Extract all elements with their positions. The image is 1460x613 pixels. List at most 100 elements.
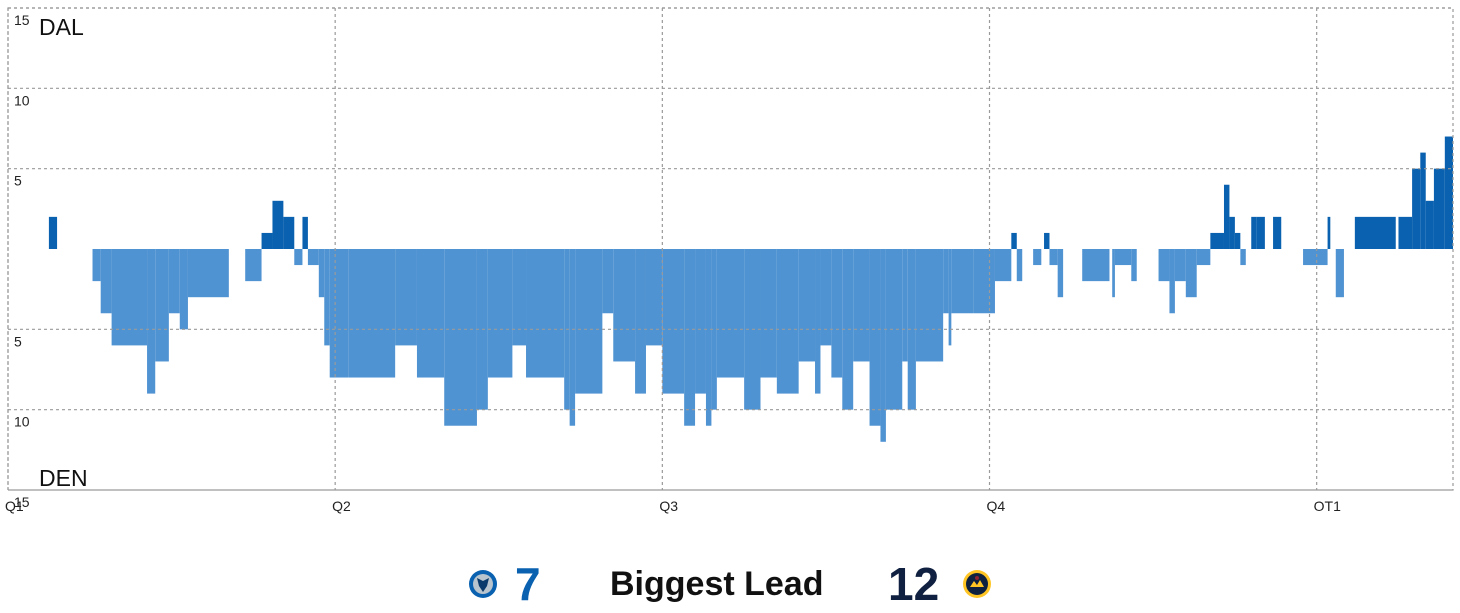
lead-bar-60: [1011, 232, 1017, 249]
lead-bar-83: [1303, 249, 1328, 266]
lead-bar-89: [1420, 152, 1426, 249]
lead-bar-17: [324, 249, 330, 346]
lead-bar-59: [994, 249, 1012, 282]
y-tick-label-3: 5: [14, 333, 22, 349]
lead-bar-19: [348, 249, 396, 378]
lead-bar-30: [602, 249, 614, 314]
lead-bar-0: [48, 216, 58, 249]
lead-bar-18: [329, 249, 349, 378]
lead-bar-74: [1196, 249, 1211, 266]
lead-bar-80: [1251, 216, 1257, 249]
lead-bar-68: [1114, 249, 1132, 266]
lead-bar-24: [487, 249, 513, 378]
lead-bar-82: [1273, 216, 1282, 249]
lead-bar-38: [711, 249, 717, 410]
lead-bar-41: [760, 249, 777, 378]
dal-biggest-lead-value: 7: [515, 558, 541, 610]
biggest-lead-footer: 7 Biggest Lead 12: [0, 556, 1460, 612]
lead-bar-2: [100, 249, 112, 314]
lead-bar-55: [943, 249, 949, 314]
lead-bar-58: [973, 249, 995, 314]
lead-bar-21: [416, 249, 445, 378]
lead-bar-66: [1082, 249, 1110, 282]
lead-bar-67: [1112, 249, 1115, 298]
lead-bar-76: [1223, 184, 1230, 249]
lead-bar-42: [776, 249, 799, 394]
lead-bar-52: [902, 249, 908, 362]
lead-bar-34: [662, 249, 685, 394]
lead-bar-8: [187, 249, 229, 298]
lead-bar-37: [705, 249, 712, 426]
gridlines: [7, 7, 1454, 491]
lead-bar-57: [951, 249, 974, 314]
lead-bar-16: [318, 249, 325, 298]
lead-bar-1: [92, 249, 101, 282]
lead-bar-28: [569, 249, 576, 426]
lead-bar-54: [915, 249, 944, 362]
lead-bar-29: [575, 249, 603, 394]
lead-bar-88: [1412, 168, 1421, 249]
lead-bar-49: [869, 249, 881, 426]
y-tick-label-5: 15: [14, 494, 30, 510]
lead-bars: [48, 136, 1453, 442]
den-biggest-lead-value: 12: [888, 558, 940, 610]
x-tick-label-2: Q3: [659, 498, 678, 514]
lead-bar-22: [444, 249, 477, 426]
lead-bar-84: [1327, 216, 1331, 249]
lead-bar-81: [1256, 216, 1265, 249]
lead-bar-86: [1354, 216, 1396, 249]
lead-tracker-chart: 15 10 5 5 10 15 Q1 Q2 Q3 Q4 OT1 DAL DEN: [5, 7, 1454, 514]
bottom-team-label: DEN: [39, 465, 88, 491]
lead-bar-33: [645, 249, 663, 346]
mavericks-logo-icon: [469, 570, 497, 598]
lead-bar-53: [907, 249, 916, 410]
lead-bar-46: [831, 249, 843, 378]
lead-bar-43: [798, 249, 816, 362]
lead-bar-69: [1131, 249, 1137, 282]
lead-bar-51: [885, 249, 903, 410]
lead-bar-9: [245, 249, 262, 282]
lead-bar-72: [1174, 249, 1186, 282]
lead-bar-5: [155, 249, 169, 362]
lead-bar-79: [1240, 249, 1246, 266]
lead-bar-7: [179, 249, 188, 330]
lead-bar-15: [307, 249, 319, 266]
lead-bar-47: [842, 249, 854, 410]
x-tick-label-4: OT1: [1314, 498, 1341, 514]
lead-bar-65: [1057, 249, 1064, 298]
lead-bar-3: [111, 249, 148, 346]
lead-bar-64: [1049, 249, 1058, 266]
lead-bar-6: [168, 249, 180, 314]
lead-bar-75: [1210, 232, 1224, 249]
lead-bar-36: [695, 249, 706, 394]
x-tick-label-1: Q2: [332, 498, 351, 514]
lead-bar-62: [1033, 249, 1042, 266]
lead-bar-70: [1158, 249, 1170, 282]
lead-bar-61: [1016, 249, 1023, 282]
y-axis-ticks: 15 10 5 5 10 15: [14, 12, 30, 510]
lead-bar-71: [1169, 249, 1175, 314]
x-tick-label-0: Q1: [5, 498, 24, 514]
x-tick-label-3: Q4: [987, 498, 1006, 514]
lead-bar-31: [613, 249, 636, 362]
lead-bar-78: [1234, 232, 1241, 249]
y-tick-label-1: 10: [14, 92, 30, 108]
y-tick-label-4: 10: [14, 414, 30, 430]
biggest-lead-label: Biggest Lead: [610, 565, 824, 603]
lead-bar-4: [147, 249, 156, 394]
y-tick-label-0: 15: [14, 12, 30, 28]
lead-bar-77: [1229, 216, 1235, 249]
lead-bar-32: [635, 249, 646, 394]
y-tick-label-2: 5: [14, 173, 22, 189]
top-team-label: DAL: [39, 14, 84, 40]
lead-bar-14: [302, 216, 308, 249]
lead-bar-39: [716, 249, 745, 378]
x-axis-ticks: Q1 Q2 Q3 Q4 OT1: [5, 498, 1341, 514]
lead-bar-13: [294, 249, 303, 266]
lead-bar-63: [1044, 232, 1050, 249]
lead-bar-73: [1185, 249, 1197, 298]
lead-bar-56: [948, 249, 952, 346]
lead-bar-35: [684, 249, 696, 426]
lead-bar-26: [526, 249, 565, 378]
lead-bar-10: [261, 232, 273, 249]
